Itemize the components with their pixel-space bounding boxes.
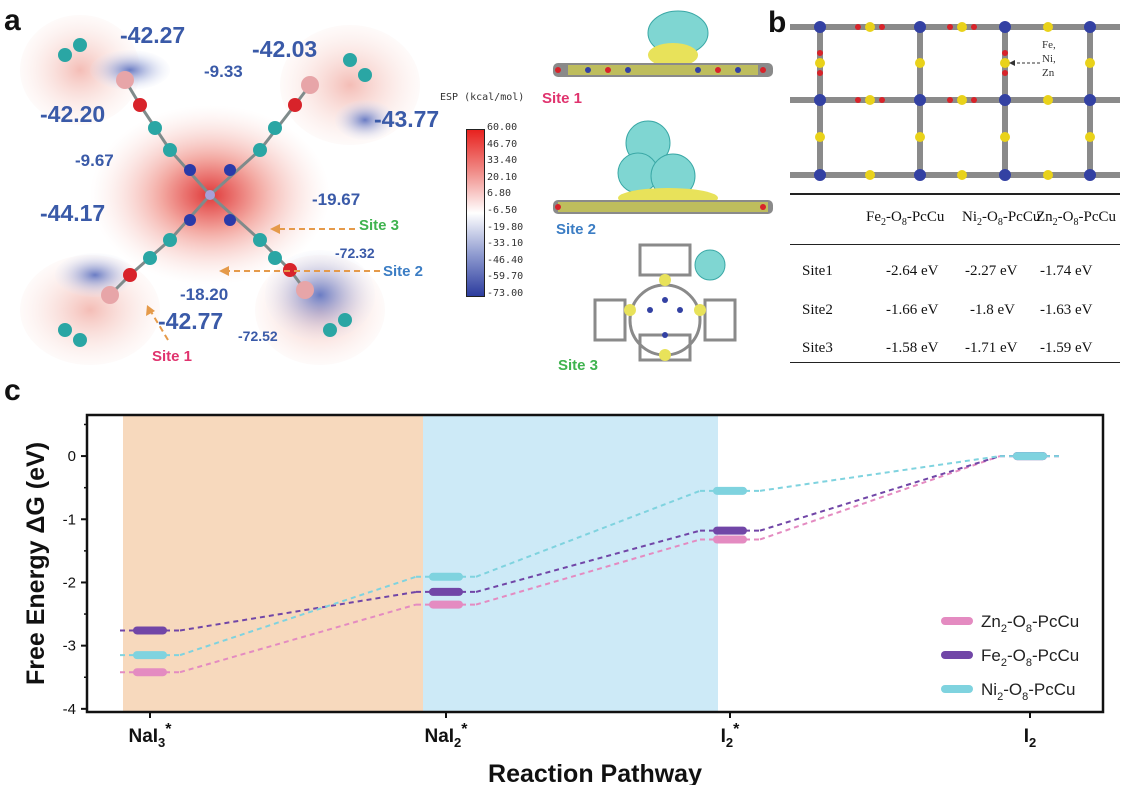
table-rule-mid: [790, 244, 1120, 245]
legend-label: Ni2-O8-PcCu: [981, 680, 1075, 703]
series-connector: [759, 455, 1001, 541]
x-category-label: NaI3*: [128, 721, 172, 750]
y-tick-label: -4: [63, 701, 76, 718]
series-connector: [759, 455, 1001, 492]
table-row-site: Site1: [802, 263, 833, 279]
table-cell: -1.8 eV: [970, 302, 1015, 318]
table-cell: -2.27 eV: [965, 263, 1018, 279]
y-axis-label: Free Energy ΔG (eV): [22, 442, 50, 685]
plot-frame: [85, 413, 1105, 714]
table-header: Ni2-O8-PcCu: [962, 209, 1041, 228]
esp-value: -43.77: [374, 106, 440, 132]
esp-colorbar: [466, 129, 485, 297]
series-connector: [179, 575, 417, 657]
charge-site-2-label: Site 2: [556, 221, 597, 238]
table-rule-top: [790, 193, 1120, 195]
site-arrows: [146, 224, 380, 341]
colorbar-tick: -6.50: [487, 205, 518, 216]
x-category-label: I2*: [721, 721, 741, 750]
metal-label-ni: Ni,: [1042, 53, 1056, 65]
esp-value: -42.27: [120, 22, 186, 48]
metal-label-zn: Zn: [1042, 67, 1055, 79]
table-header: Fe2-O8-PcCu: [866, 209, 945, 228]
table-cell: -1.66 eV: [886, 302, 939, 318]
series-connector: [475, 538, 701, 606]
esp-value: -9.67: [75, 151, 114, 170]
table-cell: -1.63 eV: [1040, 302, 1093, 318]
colorbar-tick: -59.70: [487, 271, 524, 283]
metal-label: Fe, Ni, Zn: [1042, 38, 1056, 80]
colorbar-ticks: 60.00 46.70 33.40 20.10 6.80 -6.50 -19.8…: [487, 122, 527, 302]
colorbar-tick: 33.40: [487, 155, 518, 167]
esp-value: -42.77: [158, 308, 224, 334]
legend-label: Fe2-O8-PcCu: [981, 646, 1079, 669]
table-cell: -1.58 eV: [886, 340, 939, 356]
charge-site-3-label: Site 3: [558, 357, 599, 374]
table-cell: -1.71 eV: [965, 340, 1018, 356]
panel-c-letter: c: [4, 374, 21, 407]
y-tick-label: 0: [68, 448, 76, 465]
y-tick-label: -2: [63, 574, 76, 591]
site-2-label: Site 2: [383, 263, 424, 280]
colorbar-tick: -33.10: [487, 238, 524, 250]
esp-value: -44.17: [40, 200, 106, 226]
colorbar-title: ESP (kcal/mol): [440, 92, 525, 103]
esp-value: -42.20: [40, 101, 106, 127]
esp-value: -42.03: [252, 36, 318, 62]
table-cell: -2.64 eV: [886, 263, 939, 279]
series-connector: [759, 455, 1001, 532]
colorbar-tick: -46.40: [487, 254, 524, 266]
series-connector: [179, 590, 417, 632]
esp-value: -19.67: [312, 190, 361, 209]
x-category-label: I2: [1024, 726, 1037, 750]
table-row-site: Site3: [802, 340, 833, 356]
esp-value: -72.32: [335, 245, 375, 261]
series-connector: [475, 489, 701, 578]
legend-label: Zn2-O8-PcCu: [981, 612, 1079, 635]
shaded-region: [423, 415, 718, 712]
table-cell: -1.59 eV: [1040, 340, 1093, 356]
table-row-site: Site2: [802, 302, 833, 318]
series-connector: [179, 603, 417, 674]
table-header: Zn2-O8-PcCu: [1036, 209, 1116, 228]
charge-density-site2-image: [553, 120, 773, 214]
esp-value: -72.52: [238, 328, 278, 344]
site-3-label: Site 3: [359, 217, 400, 234]
table-cell: -1.74 eV: [1040, 263, 1093, 279]
colorbar-tick: -19.80: [487, 221, 524, 233]
framework-structure-image: [790, 21, 1120, 181]
shaded-region: [123, 415, 423, 712]
x-axis-label: Reaction Pathway: [488, 760, 702, 785]
colorbar-tick: 20.10: [487, 171, 518, 183]
panel-a-letter: a: [4, 4, 21, 37]
panel-b-letter: b: [768, 6, 787, 39]
esp-molecule-illustration: [20, 15, 420, 365]
x-category-label: NaI2*: [424, 721, 468, 750]
colorbar-tick: 60.00: [487, 122, 518, 133]
colorbar-tick: 46.70: [487, 138, 518, 150]
table-rule-bottom: [790, 362, 1120, 363]
site-1-label: Site 1: [152, 348, 193, 365]
charge-density-site1-image: [553, 10, 773, 77]
y-tick-label: -1: [63, 511, 76, 528]
colorbar-tick: -73.00: [487, 288, 524, 299]
colorbar-tick: 6.80: [487, 188, 512, 200]
esp-value: -18.20: [180, 285, 229, 304]
charge-site-1-label: Site 1: [542, 90, 583, 107]
charge-density-site3-image: [593, 243, 737, 362]
esp-value: -9.33: [204, 62, 243, 81]
y-tick-label: -3: [63, 638, 76, 655]
metal-label-fe: Fe,: [1042, 39, 1056, 51]
series-connector: [475, 529, 701, 593]
